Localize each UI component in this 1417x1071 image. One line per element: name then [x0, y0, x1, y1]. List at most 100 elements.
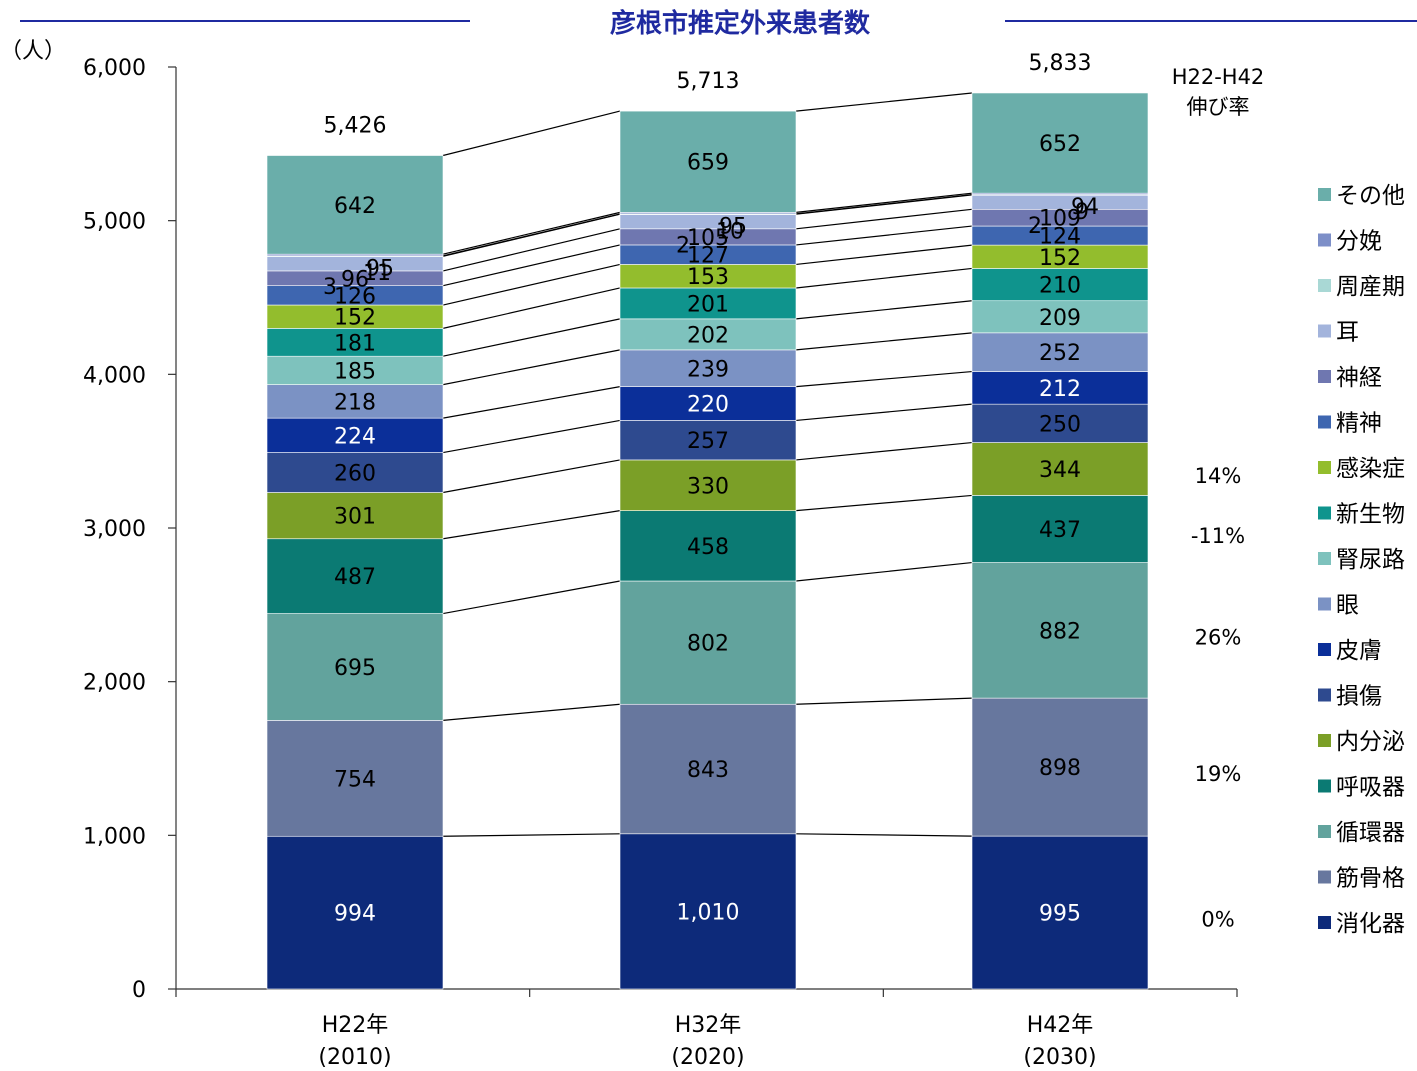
legend-label: 呼吸器: [1336, 775, 1405, 801]
data-label: 212: [1039, 377, 1081, 402]
bar-segment: [971, 442, 1149, 496]
x-tick-label: H32年: [675, 1013, 742, 1038]
legend-swatch: [1318, 415, 1331, 429]
total-label: 5,426: [324, 114, 387, 139]
legend-label: 損傷: [1336, 684, 1382, 710]
legend-label: 耳: [1336, 320, 1359, 346]
data-label: 458: [687, 535, 729, 560]
legend-swatch: [1318, 279, 1331, 292]
data-label: 9: [1075, 200, 1089, 225]
bar-segment: [619, 420, 797, 461]
x-tick-label: (2010): [318, 1045, 391, 1070]
connector-line: [442, 228, 621, 272]
data-label: 995: [1039, 902, 1081, 927]
data-label: 95: [366, 257, 394, 282]
y-tick-label: 3,000: [83, 517, 146, 542]
bar-segment: [619, 318, 797, 351]
y-tick-label: 6,000: [83, 56, 146, 81]
connector-line: [795, 370, 973, 388]
bars: [266, 92, 1149, 990]
legend-label: 新生物: [1336, 502, 1405, 528]
connector-line: [442, 703, 621, 721]
y-tick-label: 5,000: [83, 210, 146, 235]
legend-swatch: [1318, 233, 1331, 247]
data-label: 802: [687, 632, 729, 657]
legend-swatch: [1318, 688, 1331, 702]
legend-swatch: [1318, 506, 1331, 520]
y-tick-label: 4,000: [83, 363, 146, 388]
legend-swatch: [1318, 779, 1331, 793]
legend-label: その他: [1336, 183, 1405, 209]
connector-line: [442, 263, 621, 306]
connector-line: [795, 441, 973, 461]
connector-line: [442, 419, 621, 454]
bar-segment: [619, 386, 797, 421]
bar-segment: [971, 403, 1149, 443]
legend-swatch: [1318, 461, 1331, 474]
growth-header: H22-H42: [1172, 65, 1265, 89]
legend-swatch: [1318, 734, 1331, 747]
data-label: 487: [334, 565, 376, 590]
growth-header: 伸び率: [1187, 95, 1250, 119]
data-label: 201: [687, 292, 729, 317]
legend-label: 感染症: [1336, 456, 1405, 482]
data-label: 250: [1039, 412, 1081, 437]
bar-segment: [266, 492, 444, 540]
data-label: 239: [687, 357, 729, 382]
data-label: 126: [334, 284, 376, 309]
legend-label: 精神: [1336, 411, 1382, 437]
connector-line: [442, 110, 621, 157]
data-label: 218: [334, 390, 376, 415]
data-label: 210: [1039, 274, 1081, 299]
connector-line: [442, 349, 621, 386]
x-tick-label: H42年: [1027, 1013, 1094, 1038]
growth-value: -11%: [1191, 524, 1245, 548]
data-label: 220: [687, 393, 729, 418]
data-label: 301: [334, 505, 376, 530]
data-label: 224: [334, 424, 376, 449]
chart-title: 彦根市推定外来患者数: [610, 8, 871, 39]
y-tick-label: 1,000: [83, 824, 146, 849]
connector-line: [442, 318, 621, 357]
bar-segment: [619, 459, 797, 511]
connector-line: [795, 244, 973, 266]
bar-segment: [266, 384, 444, 419]
legend-swatch: [1318, 643, 1331, 656]
bar-segment: [266, 155, 444, 255]
bar-segment: [971, 495, 1149, 563]
connector-lines: [442, 92, 973, 837]
data-label: 695: [334, 656, 376, 681]
legend-swatch: [1318, 552, 1331, 565]
data-label: 152: [334, 306, 376, 331]
data-label: 260: [334, 462, 376, 487]
connector-line: [795, 494, 973, 512]
bar-segment: [266, 720, 444, 837]
bar-segment: [266, 538, 444, 614]
data-label: 344: [1039, 458, 1081, 483]
connector-line: [795, 193, 973, 215]
x-tick-label: (2020): [671, 1045, 744, 1070]
connector-line: [442, 580, 621, 615]
legend-label: 消化器: [1336, 911, 1405, 937]
legend-label: 眼: [1336, 593, 1359, 619]
connector-line: [795, 300, 973, 320]
connector-line: [442, 244, 621, 287]
data-label: 1,010: [677, 900, 740, 925]
data-label: 330: [687, 474, 729, 499]
legend-label: 腎尿路: [1336, 547, 1405, 573]
legend-swatch: [1318, 916, 1331, 929]
data-label: 127: [687, 244, 729, 269]
data-label: 153: [687, 265, 729, 290]
y-tick-label: 2,000: [83, 671, 146, 696]
data-label: 181: [334, 331, 376, 356]
total-label: 5,713: [677, 69, 740, 94]
connector-line: [795, 225, 973, 246]
legend-label: 神経: [1336, 365, 1382, 391]
data-label: 2: [1028, 214, 1042, 239]
legend-swatch: [1318, 825, 1331, 838]
bar-segment: [619, 510, 797, 582]
data-label: 95: [719, 215, 747, 240]
legend-label: 内分泌: [1336, 729, 1405, 755]
data-label: 3: [323, 275, 337, 300]
